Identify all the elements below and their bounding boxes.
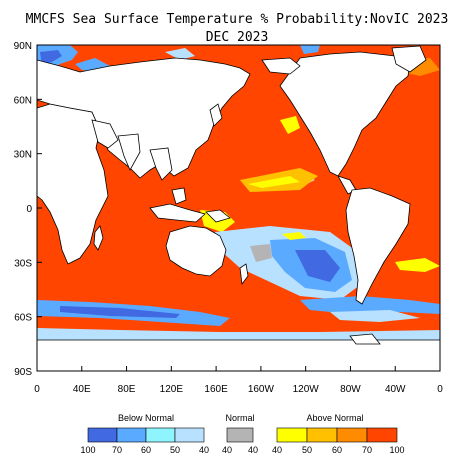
lon-tick-label: 80E [118, 384, 136, 395]
north-pacific-yellow-light [248, 176, 300, 188]
south-pacific-yellow-edge [282, 232, 306, 240]
land-borneo [171, 187, 187, 205]
land-south-america [345, 187, 411, 305]
legend-above-tick-label: 60 [332, 445, 342, 455]
lon-tick-label: 0 [437, 384, 443, 395]
legend-below-tick-label: 50 [170, 445, 180, 455]
arctic-light-blue [165, 48, 195, 60]
legend-normal-tick-label: 40 [248, 445, 258, 455]
legend-below-swatch [87, 427, 118, 443]
lon-tick-label: 40W [385, 384, 406, 395]
legend-above-tick-label: 50 [302, 445, 312, 455]
land-arabia [91, 119, 119, 149]
map-panel [37, 45, 440, 371]
south-atlantic-yellow [395, 258, 440, 272]
lon-tick-label: 80W [340, 384, 361, 395]
legend-above-swatch [276, 427, 308, 443]
lon-tick-label: 160W [248, 384, 275, 395]
legend-below-tick-label: 100 [80, 445, 95, 455]
lat-tick-label: 60N [14, 95, 32, 106]
chart-subtitle: DEC 2023 [205, 30, 269, 45]
legend-below-swatch [145, 427, 176, 443]
legend-normal-swatch [226, 427, 254, 443]
pacific-arctic-below [300, 45, 320, 54]
land-new-guinea [205, 209, 231, 223]
land-antarctica-peninsula [349, 333, 381, 345]
south-pacific-normal [250, 244, 272, 262]
lon-tick-label: 0 [34, 384, 40, 395]
legend-above-swatch [306, 427, 338, 443]
land-indonesia [149, 203, 206, 223]
legend-normal-tick-label: 40 [222, 445, 232, 455]
legend-above-tick-label: 100 [389, 445, 404, 455]
legend-above-title: Above Normal [306, 413, 363, 423]
land-se-asia [149, 147, 173, 181]
legend-normal-title: Normal [225, 413, 254, 423]
southern-ocean-below-west-core [60, 306, 180, 318]
pacific-yellow-north [280, 116, 300, 134]
legend-above-swatch [336, 427, 368, 443]
legend-below-tick-label: 40 [199, 445, 209, 455]
land-japan [209, 103, 223, 127]
legend-below-swatch [174, 427, 205, 443]
lat-axis: 90N 60N 30N 0 30S 60S 90S [14, 41, 42, 378]
land-new-zealand [239, 263, 249, 286]
legend-above-swatch [366, 427, 398, 443]
land-greenland [391, 45, 427, 73]
lat-tick-label: 30S [14, 258, 32, 269]
lon-axis: 0 40E 80E 120E 160E 160W 120W 80W 40W 0 [34, 366, 443, 395]
legend-above-tick-label: 70 [362, 445, 372, 455]
lon-tick-label: 120W [293, 384, 320, 395]
legend-below-bar: 100 70 60 50 40 [80, 427, 209, 455]
land-madagascar [93, 225, 104, 251]
lon-tick-label: 160E [204, 384, 228, 395]
lat-tick-label: 90S [14, 367, 32, 378]
lon-tick-label: 120E [160, 384, 184, 395]
lat-tick-label: 30N [14, 150, 32, 161]
legend-normal-bar: 40 40 [222, 427, 258, 455]
southern-ocean-light-east [330, 310, 420, 322]
chart-title: MMCFS Sea Surface Temperature % Probabil… [25, 12, 449, 27]
legend-below-title: Below Normal [118, 413, 174, 423]
lat-tick-label: 0 [26, 204, 32, 215]
legend-above-bar: 40 50 60 70 100 [272, 427, 405, 455]
legend-below-swatch [116, 427, 147, 443]
lon-tick-label: 40E [73, 384, 91, 395]
legend-above-tick-label: 40 [272, 445, 282, 455]
land-antarctica [37, 339, 440, 371]
land-alaska [261, 57, 301, 75]
south-pacific-below-core [295, 250, 340, 282]
southern-ocean-below-east [300, 296, 440, 314]
land-india [117, 133, 141, 171]
legend-below-tick-label: 60 [141, 445, 151, 455]
legend: Below Normal Normal Above Normal 100 70 60… [80, 413, 404, 455]
lat-tick-label: 60S [14, 313, 32, 324]
lat-tick-label: 90N [14, 41, 32, 52]
antarctic-margin-light [37, 328, 440, 340]
legend-below-tick-label: 70 [112, 445, 122, 455]
land-australia [165, 225, 227, 277]
